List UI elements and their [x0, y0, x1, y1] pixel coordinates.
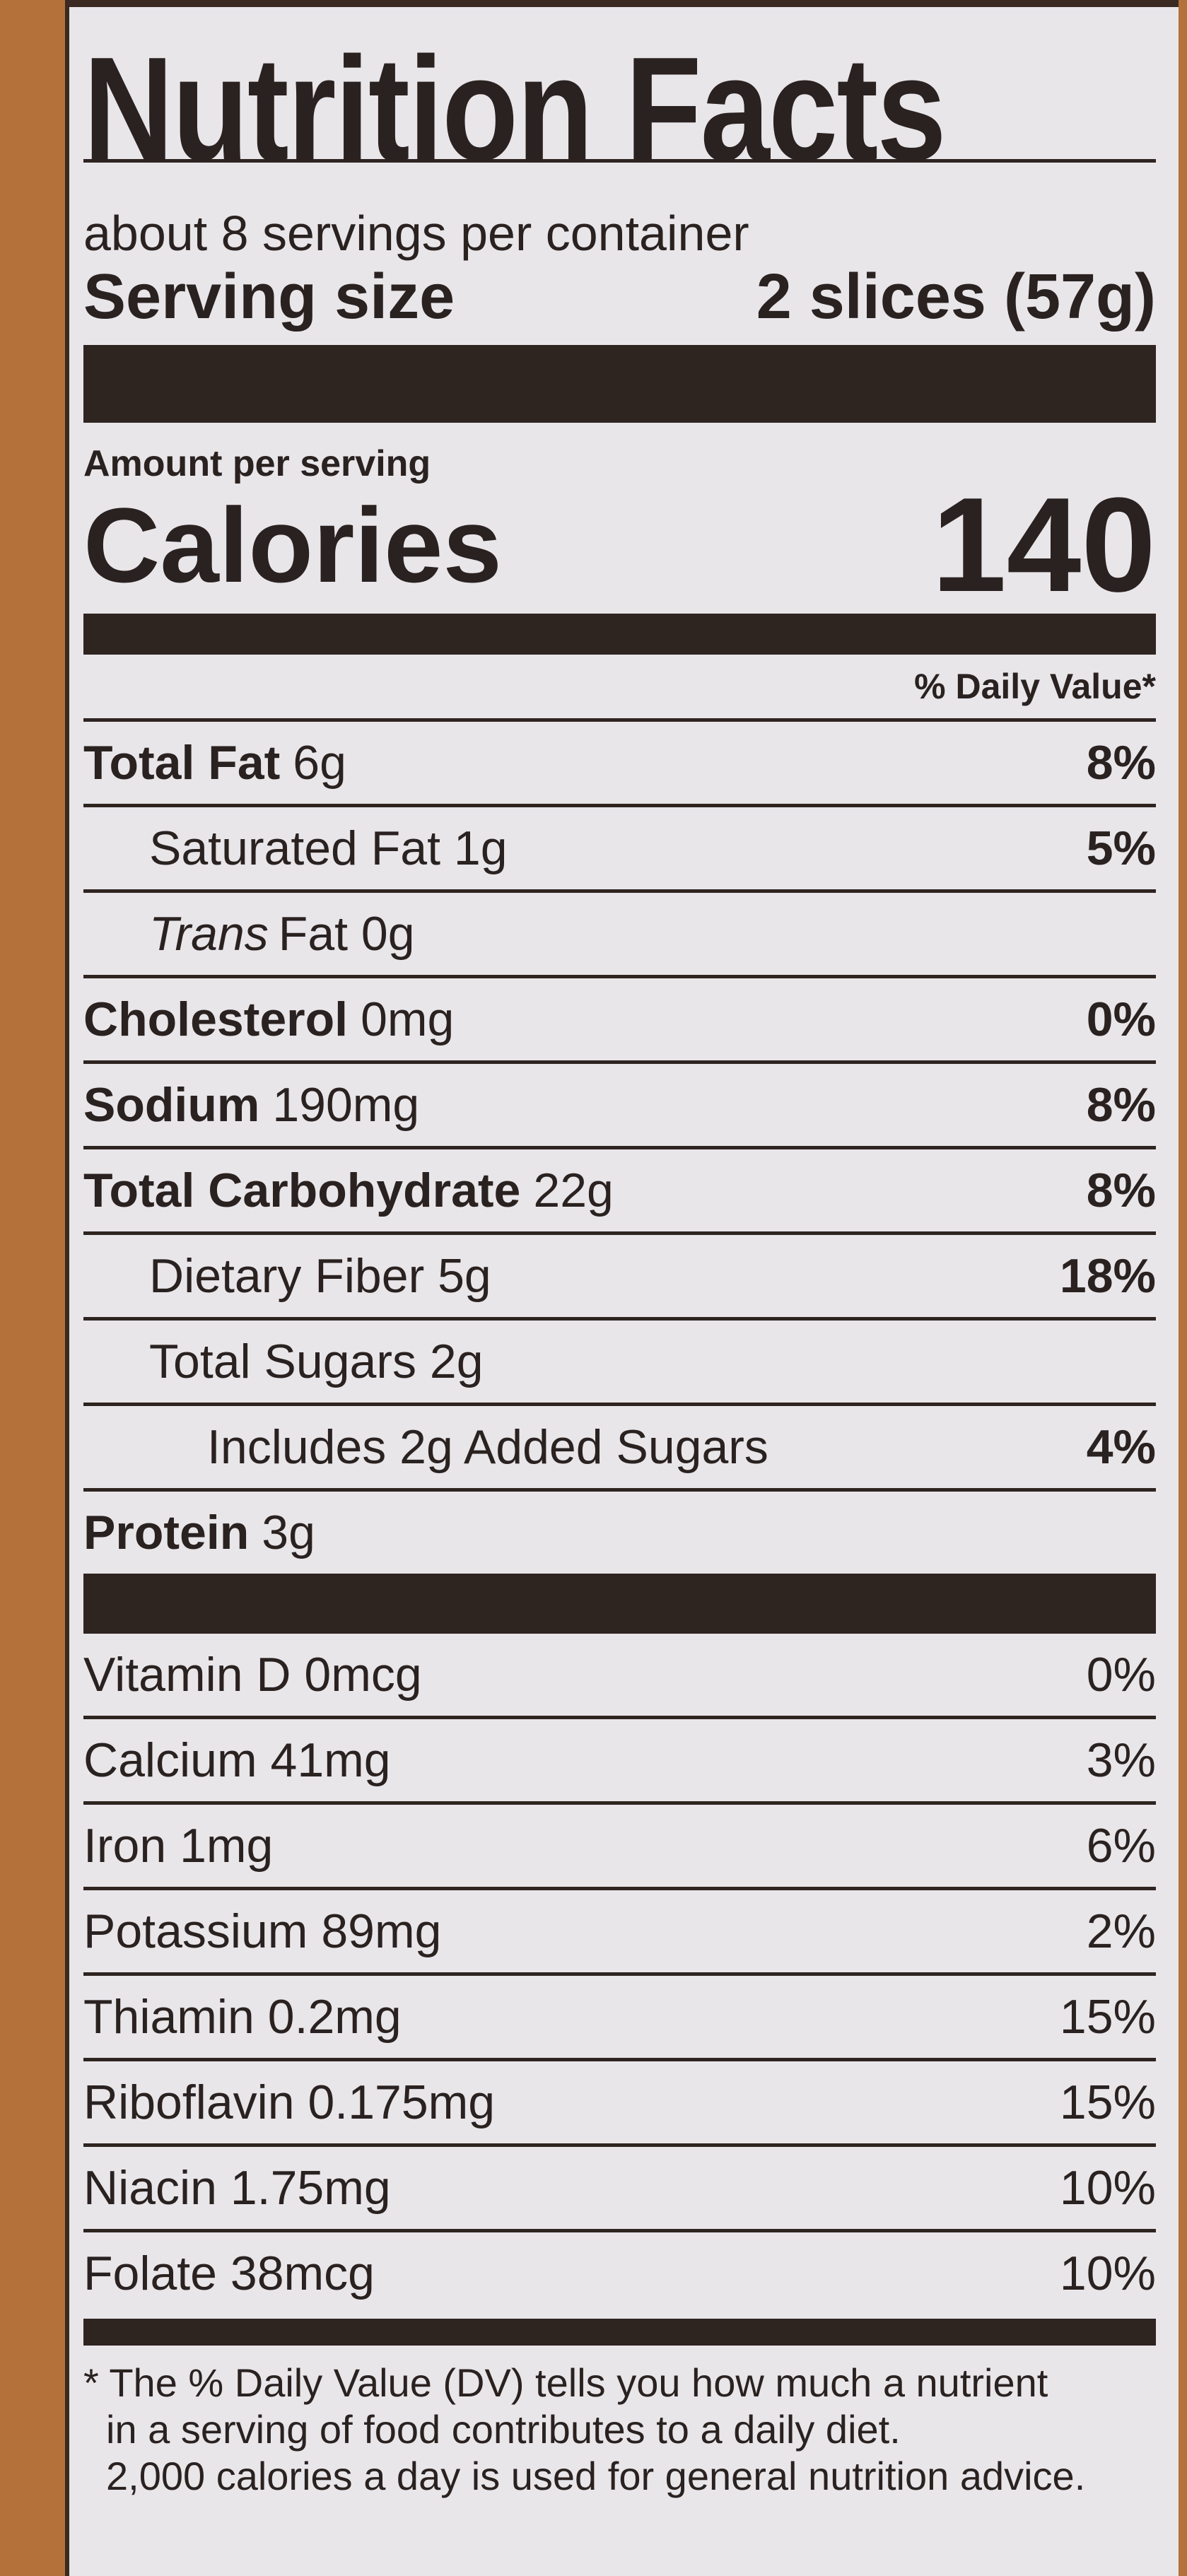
serving-size-row: Serving size 2 slices (57g): [83, 262, 1156, 332]
footnote-line: 2,000 calories a day is used for general…: [106, 2454, 1086, 2498]
nutrient-amount: Fat 0g: [278, 907, 415, 961]
nutrient-amount: 22g: [533, 1164, 614, 1217]
vitamin-row: Calcium 41mg 3%: [83, 1716, 1156, 1801]
nutrient-name: Total Fat: [83, 736, 281, 790]
thick-divider: [83, 345, 1156, 423]
vitamin-row: Thiamin 0.2mg 15%: [83, 1972, 1156, 2058]
vitamin-row: Niacin 1.75mg 10%: [83, 2143, 1156, 2229]
nutrient-dv: 8%: [1086, 736, 1156, 790]
serving-size-label: Serving size: [83, 262, 455, 332]
vitamin-dv: 10%: [1059, 2161, 1156, 2215]
nutrient-amount: 190mg: [272, 1078, 420, 1132]
vitamin-row: Potassium 89mg 2%: [83, 1887, 1156, 1972]
divider: [83, 159, 1156, 163]
calories-value: 140: [931, 470, 1156, 620]
vitamin-dv: 10%: [1059, 2247, 1156, 2300]
vitamin-name: Niacin 1.75mg: [83, 2161, 391, 2215]
vitamin-dv: 15%: [1059, 2076, 1156, 2129]
vitamin-name: Folate 38mcg: [83, 2247, 375, 2300]
vitamin-name: Iron 1mg: [83, 1819, 274, 1873]
nutrient-row-added-sugars: Includes 2g Added Sugars 4%: [83, 1403, 1156, 1488]
vitamin-row: Vitamin D 0mcg 0%: [83, 1634, 1156, 1716]
vitamin-name: Potassium 89mg: [83, 1904, 442, 1958]
medium-divider: [83, 2319, 1156, 2346]
thick-divider: [83, 1574, 1156, 1634]
nutrient-name: Sodium: [83, 1078, 260, 1132]
vitamin-name: Riboflavin 0.175mg: [83, 2076, 496, 2129]
nutrient-dv: 0%: [1086, 993, 1156, 1046]
nutrient-name: Dietary Fiber 5g: [149, 1249, 491, 1303]
calories-label: Calories: [83, 486, 502, 604]
amount-per-serving: Amount per serving: [83, 443, 431, 484]
nutrient-amount: 3g: [262, 1506, 315, 1559]
footnote-line: * The % Daily Value (DV) tells you how m…: [83, 2360, 1048, 2405]
vitamin-name: Thiamin 0.2mg: [83, 1990, 402, 2044]
nutrient-row-protein: Protein 3g: [83, 1488, 1156, 1574]
nutrient-row-dietary-fiber: Dietary Fiber 5g 18%: [83, 1231, 1156, 1317]
nutrient-row-total-fat: Total Fat 6g 8%: [83, 718, 1156, 804]
vitamins-section: Vitamin D 0mcg 0% Calcium 41mg 3% Iron 1mg…: [83, 1634, 1156, 2314]
calories-row: Calories 140: [83, 470, 1156, 620]
footnote: * The % Daily Value (DV) tells you how m…: [83, 2360, 1156, 2500]
nutrient-name: Trans: [149, 907, 269, 961]
nutrition-facts-label: Nutrition Facts about 8 servings per con…: [65, 0, 1179, 2576]
footnote-line: in a serving of food contributes to a da…: [106, 2407, 901, 2452]
vitamin-name: Vitamin D 0mcg: [83, 1648, 422, 1702]
vitamin-dv: 2%: [1086, 1904, 1156, 1958]
vitamin-row: Riboflavin 0.175mg 15%: [83, 2058, 1156, 2143]
nutrient-row-total-sugars: Total Sugars 2g: [83, 1317, 1156, 1403]
nutrient-amount: 0mg: [361, 993, 455, 1046]
nutrient-name: Saturated Fat 1g: [149, 821, 508, 875]
nutrient-name: Protein: [83, 1506, 250, 1559]
vitamin-row: Iron 1mg 6%: [83, 1801, 1156, 1887]
nutrient-name: Total Sugars 2g: [149, 1335, 484, 1388]
nutrient-row-cholesterol: Cholesterol 0mg 0%: [83, 975, 1156, 1060]
nutrient-dv: 4%: [1086, 1420, 1156, 1474]
serving-size-value: 2 slices (57g): [756, 262, 1156, 332]
nutrient-dv: 18%: [1059, 1249, 1156, 1303]
vitamin-dv: 6%: [1086, 1819, 1156, 1873]
nutrient-name: Total Carbohydrate: [83, 1164, 521, 1217]
nutrient-dv: 5%: [1086, 821, 1156, 875]
nutrient-row-sodium: Sodium 190mg 8%: [83, 1060, 1156, 1146]
servings-per-container: about 8 servings per container: [83, 206, 749, 261]
nutrient-dv: 8%: [1086, 1078, 1156, 1132]
label-title: Nutrition Facts: [83, 26, 947, 192]
vitamin-dv: 15%: [1059, 1990, 1156, 2044]
nutrient-amount: 6g: [293, 736, 346, 790]
vitamin-name: Calcium 41mg: [83, 1733, 391, 1787]
nutrient-row-trans-fat: Trans Fat 0g: [83, 889, 1156, 975]
nutrient-name: Includes 2g Added Sugars: [207, 1420, 768, 1474]
nutrient-row-saturated-fat: Saturated Fat 1g 5%: [83, 804, 1156, 889]
vitamin-dv: 0%: [1086, 1648, 1156, 1702]
daily-value-header: % Daily Value*: [914, 667, 1156, 706]
vitamin-row: Folate 38mcg 10%: [83, 2229, 1156, 2314]
nutrient-name: Cholesterol: [83, 993, 349, 1046]
nutrient-row-total-carbohydrate: Total Carbohydrate 22g 8%: [83, 1146, 1156, 1231]
medium-divider: [83, 614, 1156, 655]
vitamin-dv: 3%: [1086, 1733, 1156, 1787]
nutrient-dv: 8%: [1086, 1164, 1156, 1217]
